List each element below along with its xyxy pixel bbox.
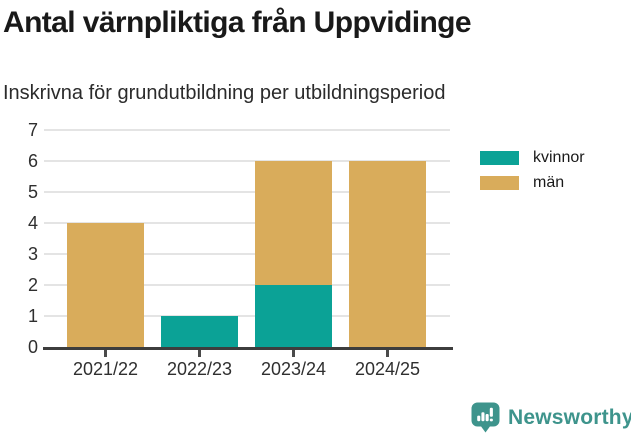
gridline [44, 253, 450, 255]
newsworthy-logo: Newsworthy [471, 402, 631, 433]
x-axis-tick-label: 2023/24 [260, 359, 327, 379]
x-axis-tick-label: 2022/23 [166, 359, 233, 379]
y-axis-tick-label: 6 [27, 151, 38, 171]
legend-item-man: män [480, 173, 585, 191]
y-axis-tick-label: 2 [27, 275, 38, 295]
y-axis-tick-label: 4 [27, 213, 38, 233]
x-axis-tick [104, 350, 107, 357]
legend-swatch-kvinnor [480, 150, 519, 165]
bar-segment-män [349, 161, 426, 347]
x-axis-tick-label: 2024/25 [354, 359, 421, 379]
y-axis-tick-label: 7 [27, 120, 38, 140]
x-axis-line [43, 347, 453, 350]
x-axis-tick [292, 350, 295, 357]
x-axis-tick [198, 350, 201, 357]
x-axis-tick [386, 350, 389, 357]
gridline [44, 160, 450, 162]
bar-segment-kvinnor [255, 285, 332, 347]
legend: kvinnor män [480, 148, 585, 191]
legend-item-kvinnor: kvinnor [480, 148, 585, 166]
bar-segment-kvinnor [161, 316, 238, 347]
gridline [44, 191, 450, 193]
newsworthy-logo-text: Newsworthy [508, 405, 631, 429]
newsworthy-logo-icon [471, 402, 500, 433]
bar-segment-män [255, 161, 332, 285]
x-axis-tick-label: 2021/22 [72, 359, 139, 379]
gridline [44, 222, 450, 224]
legend-label-man: män [533, 173, 565, 191]
y-axis-tick-label: 3 [27, 244, 38, 264]
gridline [44, 129, 450, 131]
y-axis-tick-label: 1 [27, 306, 38, 326]
y-axis-tick-label: 5 [27, 182, 38, 202]
legend-swatch-man [480, 175, 519, 190]
gridline [44, 284, 450, 286]
chart-title: Antal värnpliktiga från Uppvidinge [3, 6, 472, 39]
y-axis-tick-label: 0 [27, 337, 38, 357]
gridline [44, 315, 450, 317]
legend-label-kvinnor: kvinnor [533, 148, 585, 166]
chart-subtitle: Inskrivna för grundutbildning per utbild… [3, 82, 446, 104]
bar-segment-män [67, 223, 144, 347]
